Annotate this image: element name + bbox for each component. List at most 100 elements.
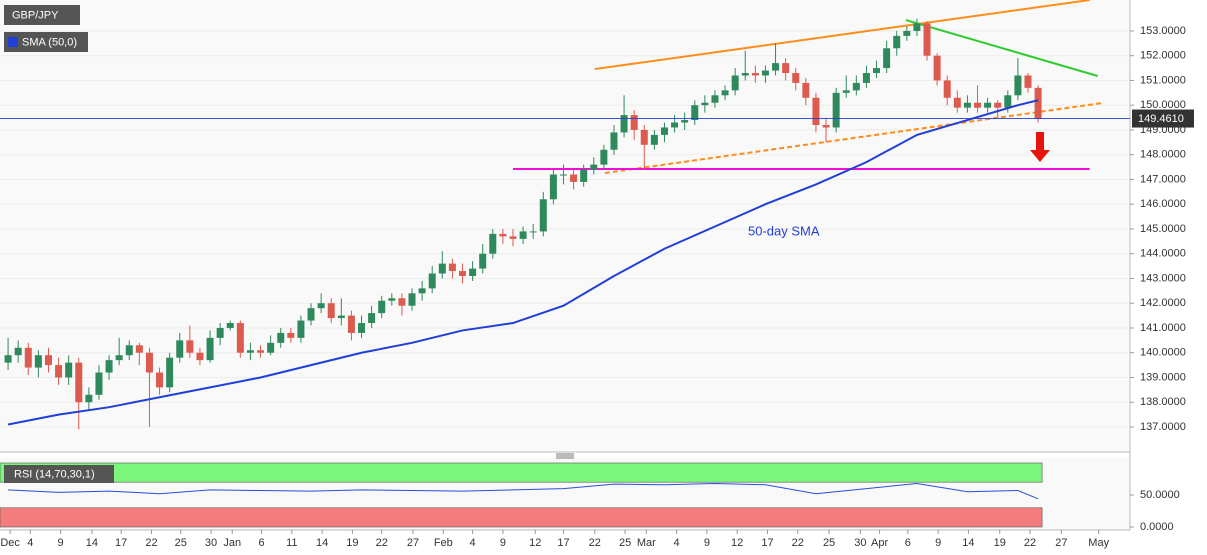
x-tick-label: Feb bbox=[434, 537, 453, 549]
candle-body bbox=[832, 92, 840, 128]
x-tick-label: 14 bbox=[962, 537, 974, 549]
x-tick-label: 30 bbox=[205, 537, 217, 549]
candle-body bbox=[347, 315, 355, 333]
candle-body bbox=[792, 73, 800, 83]
x-tick-label: 12 bbox=[731, 537, 743, 549]
x-tick-label: May bbox=[1088, 537, 1109, 549]
candle-body bbox=[812, 97, 820, 125]
x-tick-label: 27 bbox=[1055, 537, 1067, 549]
candle-body bbox=[974, 102, 982, 108]
y-tick-label: 140.0000 bbox=[1140, 347, 1186, 359]
x-tick-label: 22 bbox=[376, 537, 388, 549]
candle-body bbox=[1034, 87, 1042, 119]
last-price-label: 149.4610 bbox=[1138, 113, 1184, 125]
y-tick-label: 142.0000 bbox=[1140, 297, 1186, 309]
candle-body bbox=[933, 55, 941, 81]
x-tick-label: Jan bbox=[223, 537, 241, 549]
y-tick-label: 153.0000 bbox=[1140, 25, 1186, 37]
candle-body bbox=[953, 97, 961, 108]
x-tick-label: 17 bbox=[761, 537, 773, 549]
sma-annotation: 50-day SMA bbox=[748, 223, 820, 238]
candle-body bbox=[711, 95, 719, 103]
x-tick-label: Mar bbox=[637, 537, 656, 549]
candle-body bbox=[873, 68, 881, 74]
candle-body bbox=[600, 149, 608, 165]
indicator-box bbox=[4, 32, 88, 52]
candle-body bbox=[842, 90, 850, 93]
candle-body bbox=[85, 394, 93, 403]
x-tick-label: 4 bbox=[27, 537, 33, 549]
candle-body bbox=[388, 298, 396, 301]
candle-body bbox=[428, 273, 436, 289]
x-tick-label: 22 bbox=[1024, 537, 1036, 549]
x-tick-label: 6 bbox=[258, 537, 264, 549]
x-tick-label: 6 bbox=[905, 537, 911, 549]
candle-body bbox=[630, 115, 638, 130]
x-tick-label: 22 bbox=[145, 537, 157, 549]
legend-swatch bbox=[8, 37, 18, 47]
candle-body bbox=[559, 174, 567, 176]
candle-body bbox=[156, 372, 164, 388]
candle-body bbox=[277, 332, 285, 343]
candle-body bbox=[267, 342, 275, 353]
candle-body bbox=[115, 355, 123, 361]
x-tick-label: 4 bbox=[470, 537, 476, 549]
candle-body bbox=[913, 23, 921, 31]
candle-body bbox=[893, 35, 901, 49]
candle-body bbox=[994, 102, 1002, 108]
candle-body bbox=[822, 125, 830, 128]
candle-body bbox=[772, 63, 780, 71]
candle-body bbox=[489, 233, 497, 254]
x-tick-label: 22 bbox=[792, 537, 804, 549]
y-tick-label: 151.0000 bbox=[1140, 74, 1186, 86]
y-tick-label: 145.0000 bbox=[1140, 223, 1186, 235]
y-tick-label: 50.0000 bbox=[1140, 489, 1180, 501]
candle-body bbox=[529, 231, 537, 233]
candle-body bbox=[317, 303, 325, 309]
x-tick-label: 30 bbox=[854, 537, 866, 549]
candle-body bbox=[963, 102, 971, 108]
candle-body bbox=[681, 120, 689, 123]
candle-body bbox=[509, 236, 517, 239]
trendline bbox=[905, 19, 1098, 77]
candle-body bbox=[479, 253, 487, 269]
candle-body bbox=[125, 345, 133, 356]
candle-body bbox=[741, 73, 749, 76]
candle-body bbox=[761, 70, 769, 76]
candle-body bbox=[287, 332, 295, 338]
candle-body bbox=[1004, 95, 1012, 108]
candle-body bbox=[580, 169, 588, 182]
candle-body bbox=[499, 233, 507, 237]
y-tick-label: 141.0000 bbox=[1140, 322, 1186, 334]
y-tick-label: 144.0000 bbox=[1140, 248, 1186, 260]
candle-body bbox=[236, 323, 244, 353]
trendline bbox=[604, 101, 1103, 175]
candle-body bbox=[923, 23, 931, 56]
title-box bbox=[4, 5, 80, 25]
candle-body bbox=[660, 127, 668, 135]
candle-body bbox=[327, 303, 335, 319]
candle-body bbox=[216, 327, 224, 338]
candle-body bbox=[105, 360, 113, 373]
x-tick-label: 25 bbox=[823, 537, 835, 549]
x-tick-label: 27 bbox=[407, 537, 419, 549]
candle-body bbox=[408, 293, 416, 306]
candle-body bbox=[883, 48, 891, 69]
x-tick-label: 9 bbox=[935, 537, 941, 549]
y-tick-label: 150.0000 bbox=[1140, 99, 1186, 111]
x-tick-label: Apr bbox=[871, 537, 888, 549]
candle-body bbox=[246, 350, 254, 353]
candle-body bbox=[95, 372, 103, 395]
candle-body bbox=[166, 357, 174, 388]
x-tick-label: 19 bbox=[346, 537, 358, 549]
rsi-line bbox=[8, 482, 1039, 500]
rsi-zone bbox=[0, 507, 1043, 528]
candle-body bbox=[135, 345, 143, 353]
candle-body bbox=[701, 102, 709, 106]
candle-body bbox=[75, 362, 83, 403]
x-tick-label: 25 bbox=[619, 537, 631, 549]
y-tick-label: 137.0000 bbox=[1140, 421, 1186, 433]
candle-body bbox=[297, 320, 305, 338]
y-tick-label: 143.0000 bbox=[1140, 272, 1186, 284]
candle-body bbox=[802, 82, 810, 98]
